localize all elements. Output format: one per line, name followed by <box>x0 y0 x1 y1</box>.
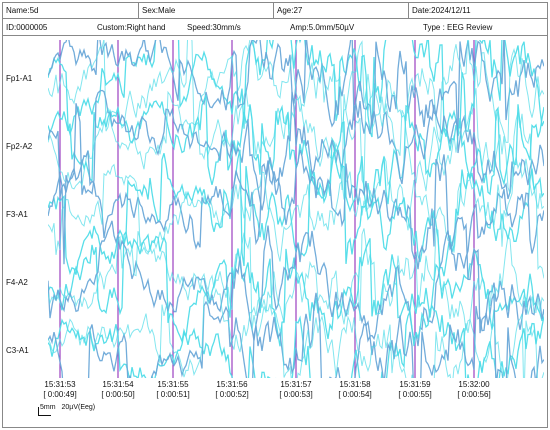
time-mark: 15:31:59[ 0:00:55] <box>390 380 440 400</box>
time-clock: 15:32:00 <box>458 380 490 389</box>
time-clock: 15:31:54 <box>102 380 134 389</box>
review-type: Type : EEG Review <box>423 23 493 32</box>
time-mark: 15:31:56[ 0:00:52] <box>207 380 257 400</box>
time-elapsed: [ 0:00:50] <box>101 390 135 399</box>
time-mark: 15:31:58[ 0:00:54] <box>330 380 380 400</box>
recording-settings-row: ID:0000005 Custom:Right hand Speed:30mm/… <box>2 19 548 36</box>
time-clock: 15:31:53 <box>44 380 76 389</box>
time-mark: 15:31:57[ 0:00:53] <box>271 380 321 400</box>
eeg-trace-fp2-a2 <box>48 83 544 210</box>
eeg-trace-f4-a2 <box>48 228 544 337</box>
time-elapsed: [ 0:00:54] <box>338 390 372 399</box>
time-elapsed: [ 0:00:56] <box>457 390 491 399</box>
scale-bar <box>38 407 51 416</box>
eeg-trace-fp1-a1 <box>48 40 544 143</box>
patient-age: Age:27 <box>277 6 303 15</box>
eeg-waveform-plot[interactable] <box>48 40 544 378</box>
eeg-trace-c3-a1 <box>48 287 544 378</box>
eeg-trace-f3-a1 <box>48 149 544 271</box>
time-clock: 15:31:58 <box>339 380 371 389</box>
record-date: Date:2024/12/11 <box>412 6 471 15</box>
scale-time: 5mm <box>40 404 56 411</box>
patient-sex: Sex:Male <box>142 6 176 15</box>
channel-label-fp1-a1: Fp1-A1 <box>6 74 33 83</box>
custom-field: Custom:Right hand <box>97 23 166 32</box>
time-elapsed: [ 0:00:55] <box>398 390 432 399</box>
time-elapsed: [ 0:00:52] <box>215 390 249 399</box>
time-mark: 15:32:00[ 0:00:56] <box>449 380 499 400</box>
time-mark: 15:31:54[ 0:00:50] <box>93 380 143 400</box>
time-clock: 15:31:55 <box>157 380 189 389</box>
scale-amp: 20µV(Eeg) <box>61 404 96 411</box>
channel-label-f4-a2: F4-A2 <box>6 278 28 287</box>
patient-id: ID:0000005 <box>6 23 48 32</box>
patient-name: Name:5d <box>6 6 39 15</box>
time-elapsed: [ 0:00:53] <box>279 390 313 399</box>
speed-setting: Speed:30mm/s <box>187 23 241 32</box>
scale-legend: 5mm 20µV(Eeg) <box>40 404 95 411</box>
time-elapsed: [ 0:00:49] <box>43 390 77 399</box>
channel-label-fp2-a2: Fp2-A2 <box>6 142 33 151</box>
amplitude-setting: Amp:5.0mm/50µV <box>290 23 355 32</box>
eeg-trace-fp2-a2 <box>48 80 544 211</box>
channel-label-c3-a1: C3-A1 <box>6 346 29 355</box>
eeg-trace-f3-a1 <box>48 155 544 279</box>
eeg-trace-fp1-a1 <box>48 40 544 145</box>
time-mark: 15:31:53[ 0:00:49] <box>35 380 85 400</box>
patient-info-row: Name:5d Sex:Male Age:27 Date:2024/12/11 <box>2 2 548 19</box>
time-clock: 15:31:56 <box>216 380 248 389</box>
channel-label-f3-a1: F3-A1 <box>6 210 28 219</box>
eeg-trace-f4-a2 <box>48 216 544 347</box>
time-mark: 15:31:55[ 0:00:51] <box>148 380 198 400</box>
time-clock: 15:31:59 <box>399 380 431 389</box>
time-elapsed: [ 0:00:51] <box>156 390 190 399</box>
eeg-trace-c3-a1 <box>48 292 544 378</box>
time-clock: 15:31:57 <box>280 380 312 389</box>
